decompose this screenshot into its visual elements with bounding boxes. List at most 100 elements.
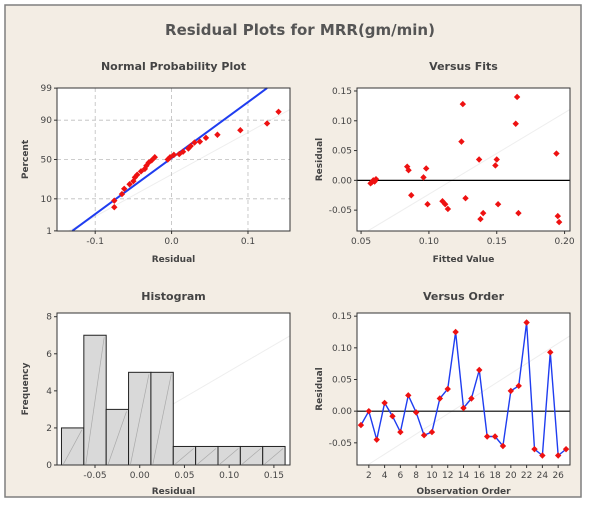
data-point — [553, 150, 560, 157]
y-tick-label: 1 — [46, 227, 52, 237]
plot-sheen — [367, 335, 571, 466]
y-tick-label: 8 — [46, 313, 52, 323]
x-tick-label: 0.10 — [419, 237, 439, 247]
data-point — [507, 387, 515, 395]
histogram-bar-hatch — [107, 411, 127, 465]
data-point — [462, 195, 469, 202]
subplot-title: Versus Order — [423, 290, 505, 303]
y-tick-label: 4 — [46, 387, 52, 397]
data-point — [405, 167, 412, 174]
data-point — [547, 349, 554, 356]
y-tick-label: 0.10 — [332, 344, 352, 354]
x-axis-label: Residual — [152, 487, 195, 497]
x-tick-label: 0.0 — [164, 237, 179, 247]
x-tick-label: 0.00 — [130, 471, 150, 481]
data-point — [372, 175, 380, 183]
y-tick-label: 0.05 — [332, 147, 352, 157]
data-point — [493, 156, 500, 163]
data-point — [151, 153, 158, 161]
data-point — [196, 138, 204, 145]
y-tick-label: 2 — [46, 424, 52, 434]
x-tick-label: 18 — [489, 471, 501, 481]
plot-frame — [56, 312, 291, 466]
data-point — [405, 392, 412, 399]
data-point — [476, 366, 483, 374]
data-point — [444, 385, 451, 393]
x-tick-label: 22 — [521, 471, 532, 481]
x-tick-label: 24 — [537, 471, 549, 481]
x-tick-label: 0.05 — [174, 471, 194, 481]
data-point — [441, 200, 449, 208]
data-point — [555, 218, 563, 226]
data-point — [389, 413, 396, 420]
x-tick-label: 10 — [426, 471, 438, 481]
chart-order: 2 4 6 8 10 12 14 16 18 20 22 24 26-0.050.000.050.100… — [315, 290, 571, 497]
data-point — [562, 445, 570, 453]
y-tick-label: 50 — [41, 156, 53, 166]
data-point — [479, 209, 487, 217]
x-tick-label: 26 — [552, 471, 564, 481]
data-point — [436, 395, 444, 402]
data-point — [412, 409, 420, 416]
plot-frame — [356, 87, 571, 232]
y-tick-label: 0.15 — [332, 87, 352, 97]
x-tick-label: 12 — [442, 471, 453, 481]
data-point — [452, 328, 459, 336]
data-point — [170, 151, 178, 159]
data-point — [424, 200, 431, 208]
figure-title: Residual Plots for MRR(gm/min) — [165, 21, 435, 39]
x-tick-label: 0.1 — [241, 237, 255, 247]
x-axis-label: Observation Order — [416, 487, 511, 497]
subplot-title: Versus Fits — [429, 60, 498, 73]
y-tick-label: 10 — [41, 195, 53, 205]
subplot-title: Histogram — [141, 290, 206, 303]
histogram-bar-hatch — [219, 448, 239, 465]
data-point — [491, 433, 499, 440]
histogram-bar-hatch — [175, 448, 194, 465]
data-point — [492, 162, 499, 169]
data-point — [408, 192, 415, 199]
chart-fits: 0.05 0.10 0.15 0.20 -0.05 0.00 0.05 0.10 0.15 Ver… — [315, 60, 575, 265]
data-point — [118, 190, 126, 198]
y-tick-label: 99 — [41, 84, 53, 94]
data-point — [459, 100, 467, 108]
chart-hist: -0.05 0.00 0.05 0.10 0.15 0 2 4 6 8 Histogram Resid… — [21, 290, 291, 497]
x-tick-label: -0.05 — [83, 471, 106, 481]
data-point — [111, 204, 118, 211]
data-point — [422, 165, 430, 172]
plot-sheen — [68, 109, 291, 232]
data-point — [523, 319, 530, 326]
data-point — [458, 138, 465, 145]
data-point — [499, 442, 507, 450]
y-tick-label: 0.00 — [332, 176, 352, 186]
data-point — [263, 120, 271, 127]
histogram-bar-hatch — [152, 374, 172, 465]
histogram-bar-hatch — [197, 448, 217, 465]
data-point — [513, 93, 521, 101]
data-point — [494, 200, 502, 208]
data-point — [468, 395, 475, 402]
x-axis-label: Residual — [152, 255, 195, 265]
y-axis-label: Frequency — [21, 363, 31, 416]
y-tick-label: -0.05 — [329, 206, 352, 216]
x-tick-label: 0.15 — [487, 237, 507, 247]
data-point — [365, 407, 373, 415]
data-point — [512, 120, 519, 127]
data-point — [477, 215, 484, 223]
x-tick-label: 14 — [458, 471, 470, 481]
data-point — [420, 174, 427, 181]
data-point — [460, 404, 467, 412]
x-tick-label: 0.20 — [555, 237, 575, 247]
x-tick-label: 4 — [382, 471, 388, 481]
data-point — [483, 433, 491, 440]
x-tick-label: 8 — [413, 471, 419, 481]
y-tick-label: 0.05 — [332, 376, 352, 386]
y-tick-label: 6 — [46, 350, 52, 360]
y-axis-label: Residual — [315, 138, 325, 181]
data-point — [191, 139, 198, 146]
data-point — [202, 134, 210, 142]
plot-area-fits — [357, 88, 570, 231]
data-point — [134, 171, 141, 178]
